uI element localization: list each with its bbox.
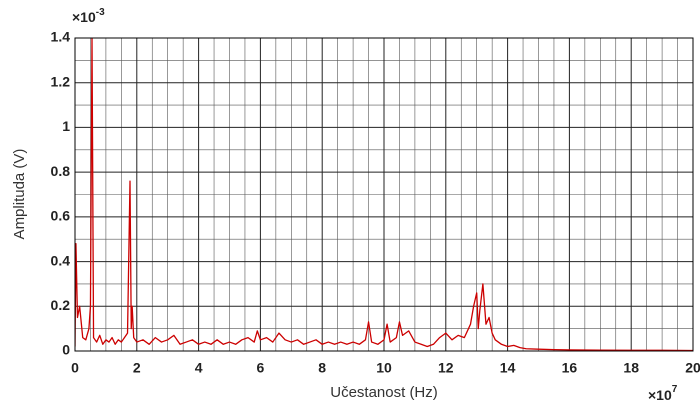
y-tick-label: 0.8 xyxy=(51,163,71,179)
x-exponent-power: 7 xyxy=(672,384,678,395)
y-tick-label: 0.4 xyxy=(51,252,71,268)
y-tick-label: 1.2 xyxy=(51,73,71,89)
x-tick-label: 4 xyxy=(195,360,203,376)
y-tick-label: 0 xyxy=(62,342,70,358)
x-tick-label: 12 xyxy=(438,360,454,376)
x-tick-label: 0 xyxy=(71,360,79,376)
y-exponent-power: -3 xyxy=(96,7,105,18)
series-line xyxy=(75,38,693,351)
x-tick-label: 20 xyxy=(685,360,700,376)
y-tick-label: 1 xyxy=(62,118,70,134)
x-tick-label: 14 xyxy=(500,360,516,376)
y-axis-label: Amplituda (V) xyxy=(11,149,28,240)
labels: 0 2 4 6 8 10 12 14 16 18 20 0 0.2 0.4 0.6 0.8 1 1.2 1.4 xyxy=(51,29,700,376)
y-tick-label: 0.2 xyxy=(51,297,71,313)
y-exponent-base: ×10 xyxy=(72,9,96,25)
x-tick-label: 18 xyxy=(623,360,639,376)
x-tick-label: 16 xyxy=(562,360,578,376)
y-tick-label: 0.6 xyxy=(51,208,71,224)
plot-frame xyxy=(74,37,694,352)
x-tick-label: 2 xyxy=(133,360,141,376)
grid xyxy=(74,37,694,352)
x-exponent-base: ×10 xyxy=(648,387,672,403)
y-exponent: ×10-3 xyxy=(72,7,105,25)
x-axis-label: Učestanost (Hz) xyxy=(330,384,438,401)
x-exponent: ×107 xyxy=(648,384,678,403)
y-tick-label: 1.4 xyxy=(51,29,71,45)
series xyxy=(75,38,693,351)
x-tick-label: 6 xyxy=(257,360,265,376)
x-tick-label: 8 xyxy=(318,360,326,376)
x-tick-label: 10 xyxy=(376,360,392,376)
